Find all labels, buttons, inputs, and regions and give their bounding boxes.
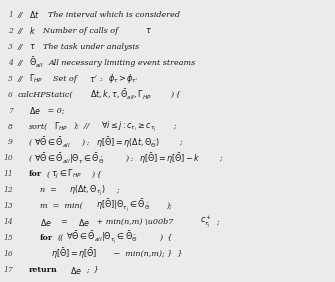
- Text: $\Delta t, k, \tau, \bar{\Theta}_{all}, \Gamma_{HP}$: $\Delta t, k, \tau, \bar{\Theta}_{all}, …: [90, 87, 152, 102]
- Text: 16: 16: [3, 250, 13, 258]
- Text: ) {: ) {: [91, 170, 102, 179]
- Text: $\Delta e$: $\Delta e$: [40, 217, 52, 228]
- Text: for: for: [40, 234, 53, 242]
- Text: m  =  min(: m = min(: [40, 202, 83, 210]
- Text: 5: 5: [8, 75, 13, 83]
- Text: 12: 12: [3, 186, 13, 194]
- Text: 14: 14: [3, 218, 13, 226]
- Text: ) :: ) :: [81, 138, 92, 147]
- Text: ) {: ) {: [170, 91, 181, 99]
- Text: $\forall\bar{\Theta} \in \bar{\Theta}_{all} | \Theta_{\tau} \in \bar{\Theta}_{\b: $\forall\bar{\Theta} \in \bar{\Theta}_{a…: [34, 151, 104, 166]
- Text: 17: 17: [3, 266, 13, 274]
- Text: $\Gamma_{HP}$: $\Gamma_{HP}$: [54, 120, 68, 133]
- Text: 1: 1: [8, 11, 13, 19]
- Text: for: for: [29, 170, 42, 179]
- Text: ;: ;: [116, 186, 119, 194]
- Text: ) :: ) :: [125, 155, 136, 162]
- Text: = 0;: = 0;: [45, 107, 65, 114]
- Text: =: =: [56, 218, 73, 226]
- Text: $c^+_{\tau_j}$: $c^+_{\tau_j}$: [200, 214, 212, 230]
- Text: $\Delta t$: $\Delta t$: [29, 10, 40, 21]
- Text: (: (: [29, 155, 32, 162]
- Text: $\tau_j \in \Gamma_{HP}$: $\tau_j \in \Gamma_{HP}$: [51, 168, 82, 181]
- Text: )  {: ) {: [159, 234, 172, 242]
- Text: $\forall\bar{\Theta} \in \bar{\Theta}_{all} | \Theta_{\tau_j} \in \bar{\Theta}_{: $\forall\bar{\Theta} \in \bar{\Theta}_{a…: [66, 230, 138, 246]
- Text: $\tau$: $\tau$: [29, 42, 36, 51]
- Text: $\tau$: $\tau$: [145, 27, 152, 36]
- Text: $\Delta e$: $\Delta e$: [70, 265, 82, 276]
- Text: $\eta[\bar{\Theta}] = \eta[\bar{\Theta}] - k$: $\eta[\bar{\Theta}] = \eta[\bar{\Theta}]…: [139, 151, 201, 166]
- Text: $\Delta e$: $\Delta e$: [78, 217, 90, 228]
- Text: $\forall i \leq j : c_{\tau_i} \geq c_{\tau_j}$: $\forall i \leq j : c_{\tau_i} \geq c_{\…: [101, 119, 157, 134]
- Text: (: (: [29, 138, 32, 147]
- Text: ;: ;: [173, 123, 176, 131]
- Text: ;: ;: [219, 155, 222, 162]
- Text: 6: 6: [8, 91, 13, 99]
- Text: $\eta(\Delta t, \Theta_{\tau_j})$: $\eta(\Delta t, \Theta_{\tau_j})$: [69, 183, 105, 198]
- Text: //: //: [18, 59, 26, 67]
- Text: $\Gamma_{HP}$: $\Gamma_{HP}$: [29, 72, 43, 85]
- Text: The interval which is considered: The interval which is considered: [43, 11, 180, 19]
- Text: //: //: [18, 75, 26, 83]
- Text: 3: 3: [8, 43, 13, 51]
- Text: −  min(n,m); }  }: − min(n,m); } }: [112, 250, 183, 258]
- Text: ((: ((: [57, 234, 64, 242]
- Text: 7: 7: [8, 107, 13, 114]
- Text: );: );: [166, 202, 172, 210]
- Text: 11: 11: [3, 170, 13, 179]
- Text: :: :: [100, 75, 106, 83]
- Text: 15: 15: [3, 234, 13, 242]
- Text: 8: 8: [8, 123, 13, 131]
- Text: return: return: [29, 266, 58, 274]
- Text: 13: 13: [3, 202, 13, 210]
- Text: $\tau'$: $\tau'$: [88, 73, 97, 84]
- Text: $\phi_{\tau} > \phi_{\tau'}$: $\phi_{\tau} > \phi_{\tau'}$: [108, 72, 138, 85]
- Text: 2: 2: [8, 27, 13, 35]
- Text: 4: 4: [8, 59, 13, 67]
- Text: 10: 10: [3, 155, 13, 162]
- Text: + min(n,m) \u00b7: + min(n,m) \u00b7: [94, 218, 176, 226]
- Text: ;: ;: [179, 138, 182, 147]
- Text: The task under analysis: The task under analysis: [38, 43, 139, 51]
- Text: sort(: sort(: [29, 123, 48, 131]
- Text: All necessary limiting event streams: All necessary limiting event streams: [49, 59, 196, 67]
- Text: //: //: [18, 43, 26, 51]
- Text: calcHPStatic(: calcHPStatic(: [18, 91, 73, 99]
- Text: $\forall\bar{\Theta} \in \bar{\Theta}_{all}$: $\forall\bar{\Theta} \in \bar{\Theta}_{a…: [34, 135, 70, 150]
- Text: $\eta[\bar{\Theta}] = \eta[\bar{\Theta}]$: $\eta[\bar{\Theta}] = \eta[\bar{\Theta}]…: [51, 247, 97, 261]
- Text: (: (: [47, 170, 50, 179]
- Text: ;  }: ; }: [86, 266, 99, 274]
- Text: $\eta[\bar{\Theta}] | \Theta_{\tau_j} \in \bar{\Theta}_{\bar{\Theta}}$: $\eta[\bar{\Theta}] | \Theta_{\tau_j} \i…: [96, 198, 150, 214]
- Text: );  //: ); //: [73, 123, 94, 131]
- Text: //: //: [18, 11, 26, 19]
- Text: Number of calls of: Number of calls of: [38, 27, 121, 35]
- Text: $k$: $k$: [29, 25, 36, 36]
- Text: ;: ;: [216, 218, 219, 226]
- Text: $\bar{\Theta}_{all}$: $\bar{\Theta}_{all}$: [29, 56, 44, 70]
- Text: n  =: n =: [40, 186, 62, 194]
- Text: $\eta[\bar{\Theta}] = \eta(\Delta t, \Theta_{\bar{\Theta}})$: $\eta[\bar{\Theta}] = \eta(\Delta t, \Th…: [96, 135, 160, 150]
- Text: 9: 9: [8, 138, 13, 147]
- Text: //: //: [18, 27, 26, 35]
- Text: $\Delta e$: $\Delta e$: [29, 105, 41, 116]
- Text: Set of: Set of: [48, 75, 79, 83]
